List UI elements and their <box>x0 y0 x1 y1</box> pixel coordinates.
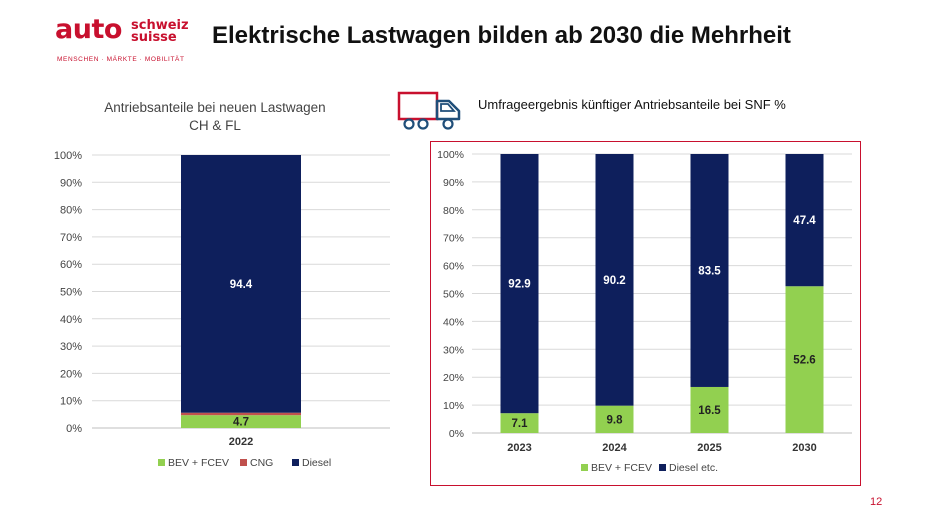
y-tick-label: 40% <box>60 314 82 326</box>
left-chart-title-line1: Antriebsanteile bei neuen Lastwagen <box>104 100 326 115</box>
truck-icon <box>397 91 461 130</box>
y-tick-label: 70% <box>60 232 82 244</box>
left-chart-title: Antriebsanteile bei neuen Lastwagen CH &… <box>60 99 370 135</box>
auto-schweiz-logo: auto schweiz suisse MENSCHEN · MÄRKTE · … <box>55 14 195 66</box>
y-tick-label: 0% <box>66 423 82 435</box>
logo-suisse-text: suisse <box>131 30 177 45</box>
y-tick-label: 30% <box>60 341 82 353</box>
y-tick-label: 60% <box>60 259 82 271</box>
left-chart-title-line2: CH & FL <box>189 118 241 133</box>
y-tick-label: 10% <box>60 396 82 408</box>
data-label: 4.7 <box>233 417 249 429</box>
y-tick-label: 50% <box>60 287 82 299</box>
slide-title: Elektrische Lastwagen bilden ab 2030 die… <box>212 22 791 49</box>
legend-label: Diesel <box>302 457 331 469</box>
y-tick-label: 80% <box>60 205 82 217</box>
legend-swatch <box>240 459 247 466</box>
y-tick-label: 20% <box>60 368 82 380</box>
y-tick-label: 100% <box>54 150 82 162</box>
bar-segment <box>181 155 301 413</box>
legend-swatch <box>158 459 165 466</box>
highlight-frame <box>430 141 861 486</box>
logo-schweiz-text: schweiz <box>131 18 189 33</box>
bar-segment <box>181 412 301 416</box>
legend-swatch <box>292 459 299 466</box>
x-category-label: 2022 <box>229 436 253 448</box>
legend-label: CNG <box>250 457 273 469</box>
right-chart-title: Umfrageergebnis künftiger Antriebsanteil… <box>478 97 786 112</box>
page-number: 12 <box>870 496 883 508</box>
y-tick-label: 90% <box>60 177 82 189</box>
logo-tagline: MENSCHEN · MÄRKTE · MOBILITÄT <box>57 56 185 63</box>
bar-segment <box>181 415 301 428</box>
logo-auto-text: auto <box>55 14 122 45</box>
legend-label: BEV + FCEV <box>168 457 229 469</box>
data-label: 94.4 <box>230 279 253 291</box>
